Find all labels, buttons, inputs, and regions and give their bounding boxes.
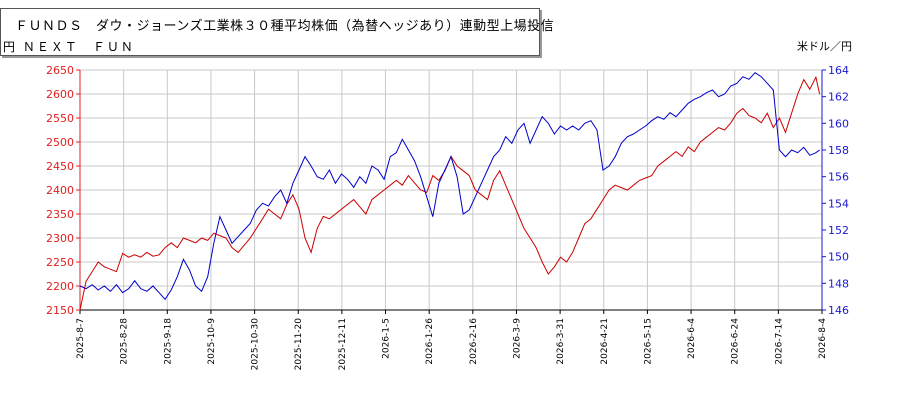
left-tick-label: 2450 <box>46 160 74 173</box>
chart-title-line1: ＦＵＮＤＳ ダウ・ジョーンズ工業株３０種平均株価（為替ヘッジあり）連動型上場投信 <box>15 19 555 34</box>
x-tick-label: 2026-1-26 <box>425 318 435 365</box>
x-tick-label: 2026-3-31 <box>556 318 566 365</box>
right-tick-label: 164 <box>828 64 849 77</box>
x-tick-label: 2026-2-16 <box>469 318 479 365</box>
right-tick-label: 146 <box>828 304 849 317</box>
right-tick-label: 156 <box>828 171 849 184</box>
x-tick-label: 2025-10-9 <box>207 318 217 365</box>
chart-title-box: ＦＵＮＤＳ ダウ・ジョーンズ工業株３０種平均株価（為替ヘッジあり）連動型上場投信… <box>0 8 554 56</box>
series-line-right <box>79 72 820 301</box>
right-tick-label: 160 <box>828 117 849 130</box>
x-tick-label: 2025-11-20 <box>294 318 304 371</box>
left-tick-label: 2400 <box>46 184 74 197</box>
right-tick-label: 162 <box>828 91 849 104</box>
x-tick-label: 2026-6-4 <box>687 318 697 359</box>
right-tick-label: 150 <box>828 251 849 264</box>
x-tick-label: 2026-1-5 <box>382 318 392 359</box>
left-tick-label: 2150 <box>46 304 74 317</box>
left-tick-label: 2300 <box>46 232 74 245</box>
right-tick-label: 158 <box>828 144 849 157</box>
right-tick-label: 152 <box>828 224 849 237</box>
x-tick-label: 2026-3-9 <box>512 318 522 359</box>
left-tick-label: 2200 <box>46 280 74 293</box>
x-tick-label: 2025-12-11 <box>338 318 348 370</box>
x-tick-label: 2026-5-15 <box>643 318 653 365</box>
left-tick-label: 2250 <box>46 256 74 269</box>
right-tick-label: 148 <box>828 277 849 290</box>
right-axis-unit: 米ドル／円 <box>797 40 852 53</box>
x-tick-label: 2025-10-30 <box>251 318 261 371</box>
x-tick-label: 2025-8-7 <box>76 318 86 359</box>
x-tick-label: 2026-7-14 <box>774 318 784 365</box>
x-tick-label: 2025-8-28 <box>120 318 130 365</box>
left-tick-label: 2550 <box>46 112 74 125</box>
left-tick-label: 2600 <box>46 88 74 101</box>
right-tick-label: 154 <box>828 197 849 210</box>
x-tick-label: 2025-9-18 <box>163 318 173 365</box>
x-tick-label: 2026-6-24 <box>731 318 741 365</box>
left-tick-label: 2350 <box>46 208 74 221</box>
x-tick-label: 2026-8-4 <box>818 318 828 359</box>
chart-title-line2: 円 ＮＥＸＴ ＦＵＮ <box>3 40 135 54</box>
left-tick-label: 2650 <box>46 64 74 77</box>
left-tick-label: 2500 <box>46 136 74 149</box>
x-tick-label: 2026-4-21 <box>600 318 610 365</box>
